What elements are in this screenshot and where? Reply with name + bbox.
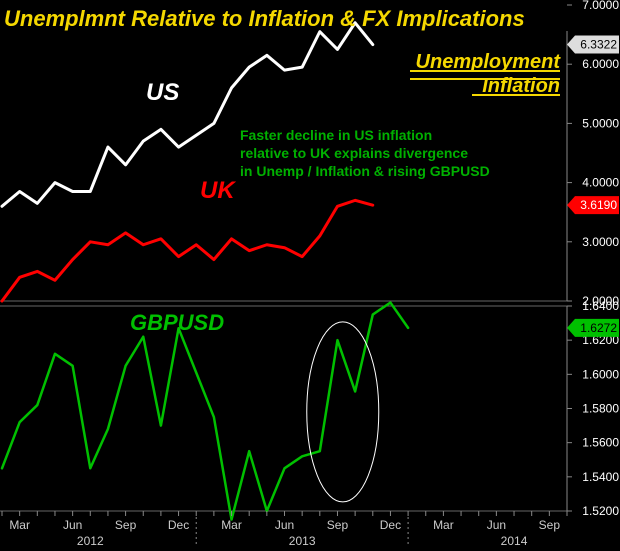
xlabel-month: Sep bbox=[115, 518, 137, 532]
chart-root: 2.00003.00004.00005.00006.00007.00006.33… bbox=[0, 0, 620, 551]
xlabel-year: 2014 bbox=[501, 534, 528, 548]
ytick-label: 5.0000 bbox=[582, 116, 619, 130]
xlabel-month: Jun bbox=[487, 518, 506, 532]
xlabel-month: Sep bbox=[539, 518, 561, 532]
series-label-gbpusd: GBPUSD bbox=[130, 310, 224, 335]
ytick-label: 1.5600 bbox=[582, 436, 619, 450]
ytick-label: 1.6000 bbox=[582, 367, 619, 381]
legend-unemployment: Unemployment bbox=[416, 51, 562, 73]
ytick-label: 1.5400 bbox=[582, 470, 619, 484]
xlabel-month: Mar bbox=[9, 518, 30, 532]
xlabel-month: Dec bbox=[168, 518, 189, 532]
gbpusd-badge-label: 1.6272 bbox=[580, 321, 617, 335]
xlabel-month: Jun bbox=[63, 518, 82, 532]
chart-svg: 2.00003.00004.00005.00006.00007.00006.33… bbox=[0, 0, 620, 551]
ytick-label: 7.0000 bbox=[582, 0, 619, 12]
xlabel-month: Jun bbox=[275, 518, 294, 532]
ytick-label: 4.0000 bbox=[582, 176, 619, 190]
ytick-label: 1.5800 bbox=[582, 402, 619, 416]
xlabel-month: Dec bbox=[380, 518, 401, 532]
annotation-line: Faster decline in US inflation bbox=[240, 127, 432, 143]
xlabel-year: 2012 bbox=[77, 534, 104, 548]
series-label-uk: UK bbox=[200, 177, 236, 204]
series-label-us: US bbox=[146, 79, 179, 106]
annotation-line: relative to UK explains divergence bbox=[240, 145, 468, 161]
annotation-line: in Unemp / Inflation & rising GBPUSD bbox=[240, 163, 490, 179]
ytick-label: 6.0000 bbox=[582, 57, 619, 71]
ytick-label: 1.5200 bbox=[582, 504, 619, 518]
xlabel-month: Sep bbox=[327, 518, 349, 532]
ytick-label: 1.6400 bbox=[582, 299, 619, 313]
chart-title: Unemplmnt Relative to Inflation & FX Imp… bbox=[4, 6, 525, 31]
xlabel-month: Mar bbox=[433, 518, 454, 532]
xlabel-year: 2013 bbox=[289, 534, 316, 548]
uk-badge-label: 3.6190 bbox=[580, 198, 617, 212]
ytick-label: 3.0000 bbox=[582, 235, 619, 249]
xlabel-month: Mar bbox=[221, 518, 242, 532]
us-badge-label: 6.3322 bbox=[580, 38, 617, 52]
